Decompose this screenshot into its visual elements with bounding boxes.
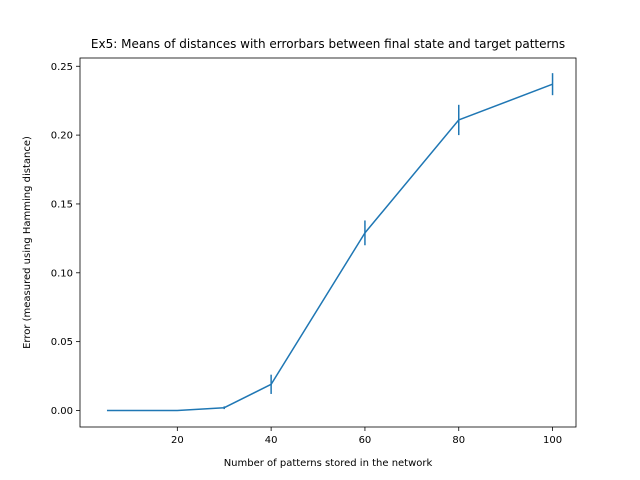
- series-line: [106, 83, 553, 412]
- x-tick-label: 40: [265, 435, 278, 446]
- x-tick-label: 60: [359, 435, 372, 446]
- y-tick-label: 0.15: [51, 199, 73, 210]
- y-tick-label: 0.25: [51, 62, 73, 73]
- chart-title: Ex5: Means of distances with errorbars b…: [91, 37, 565, 51]
- axes-frame: [79, 57, 577, 428]
- series-group: [106, 83, 553, 412]
- y-tick-label: 0.00: [51, 406, 73, 417]
- x-tick-label: 100: [543, 435, 562, 446]
- y-tick-label: 0.05: [51, 337, 73, 348]
- x-axis-label: Number of patterns stored in the network: [224, 458, 433, 469]
- y-tick-label: 0.10: [51, 268, 73, 279]
- plot-area: [79, 57, 577, 428]
- x-tick-label: 20: [171, 435, 184, 446]
- errorbars: [223, 73, 554, 410]
- y-tick-label: 0.20: [51, 131, 73, 142]
- y-axis-label: Error (measured using Hamming distance): [22, 136, 33, 349]
- y-axis-ticks: 0.00 0.05 0.10 0.15 0.20 0.25: [51, 62, 80, 417]
- x-axis-ticks: 20 40 60 80 100: [171, 427, 562, 446]
- x-tick-label: 80: [452, 435, 465, 446]
